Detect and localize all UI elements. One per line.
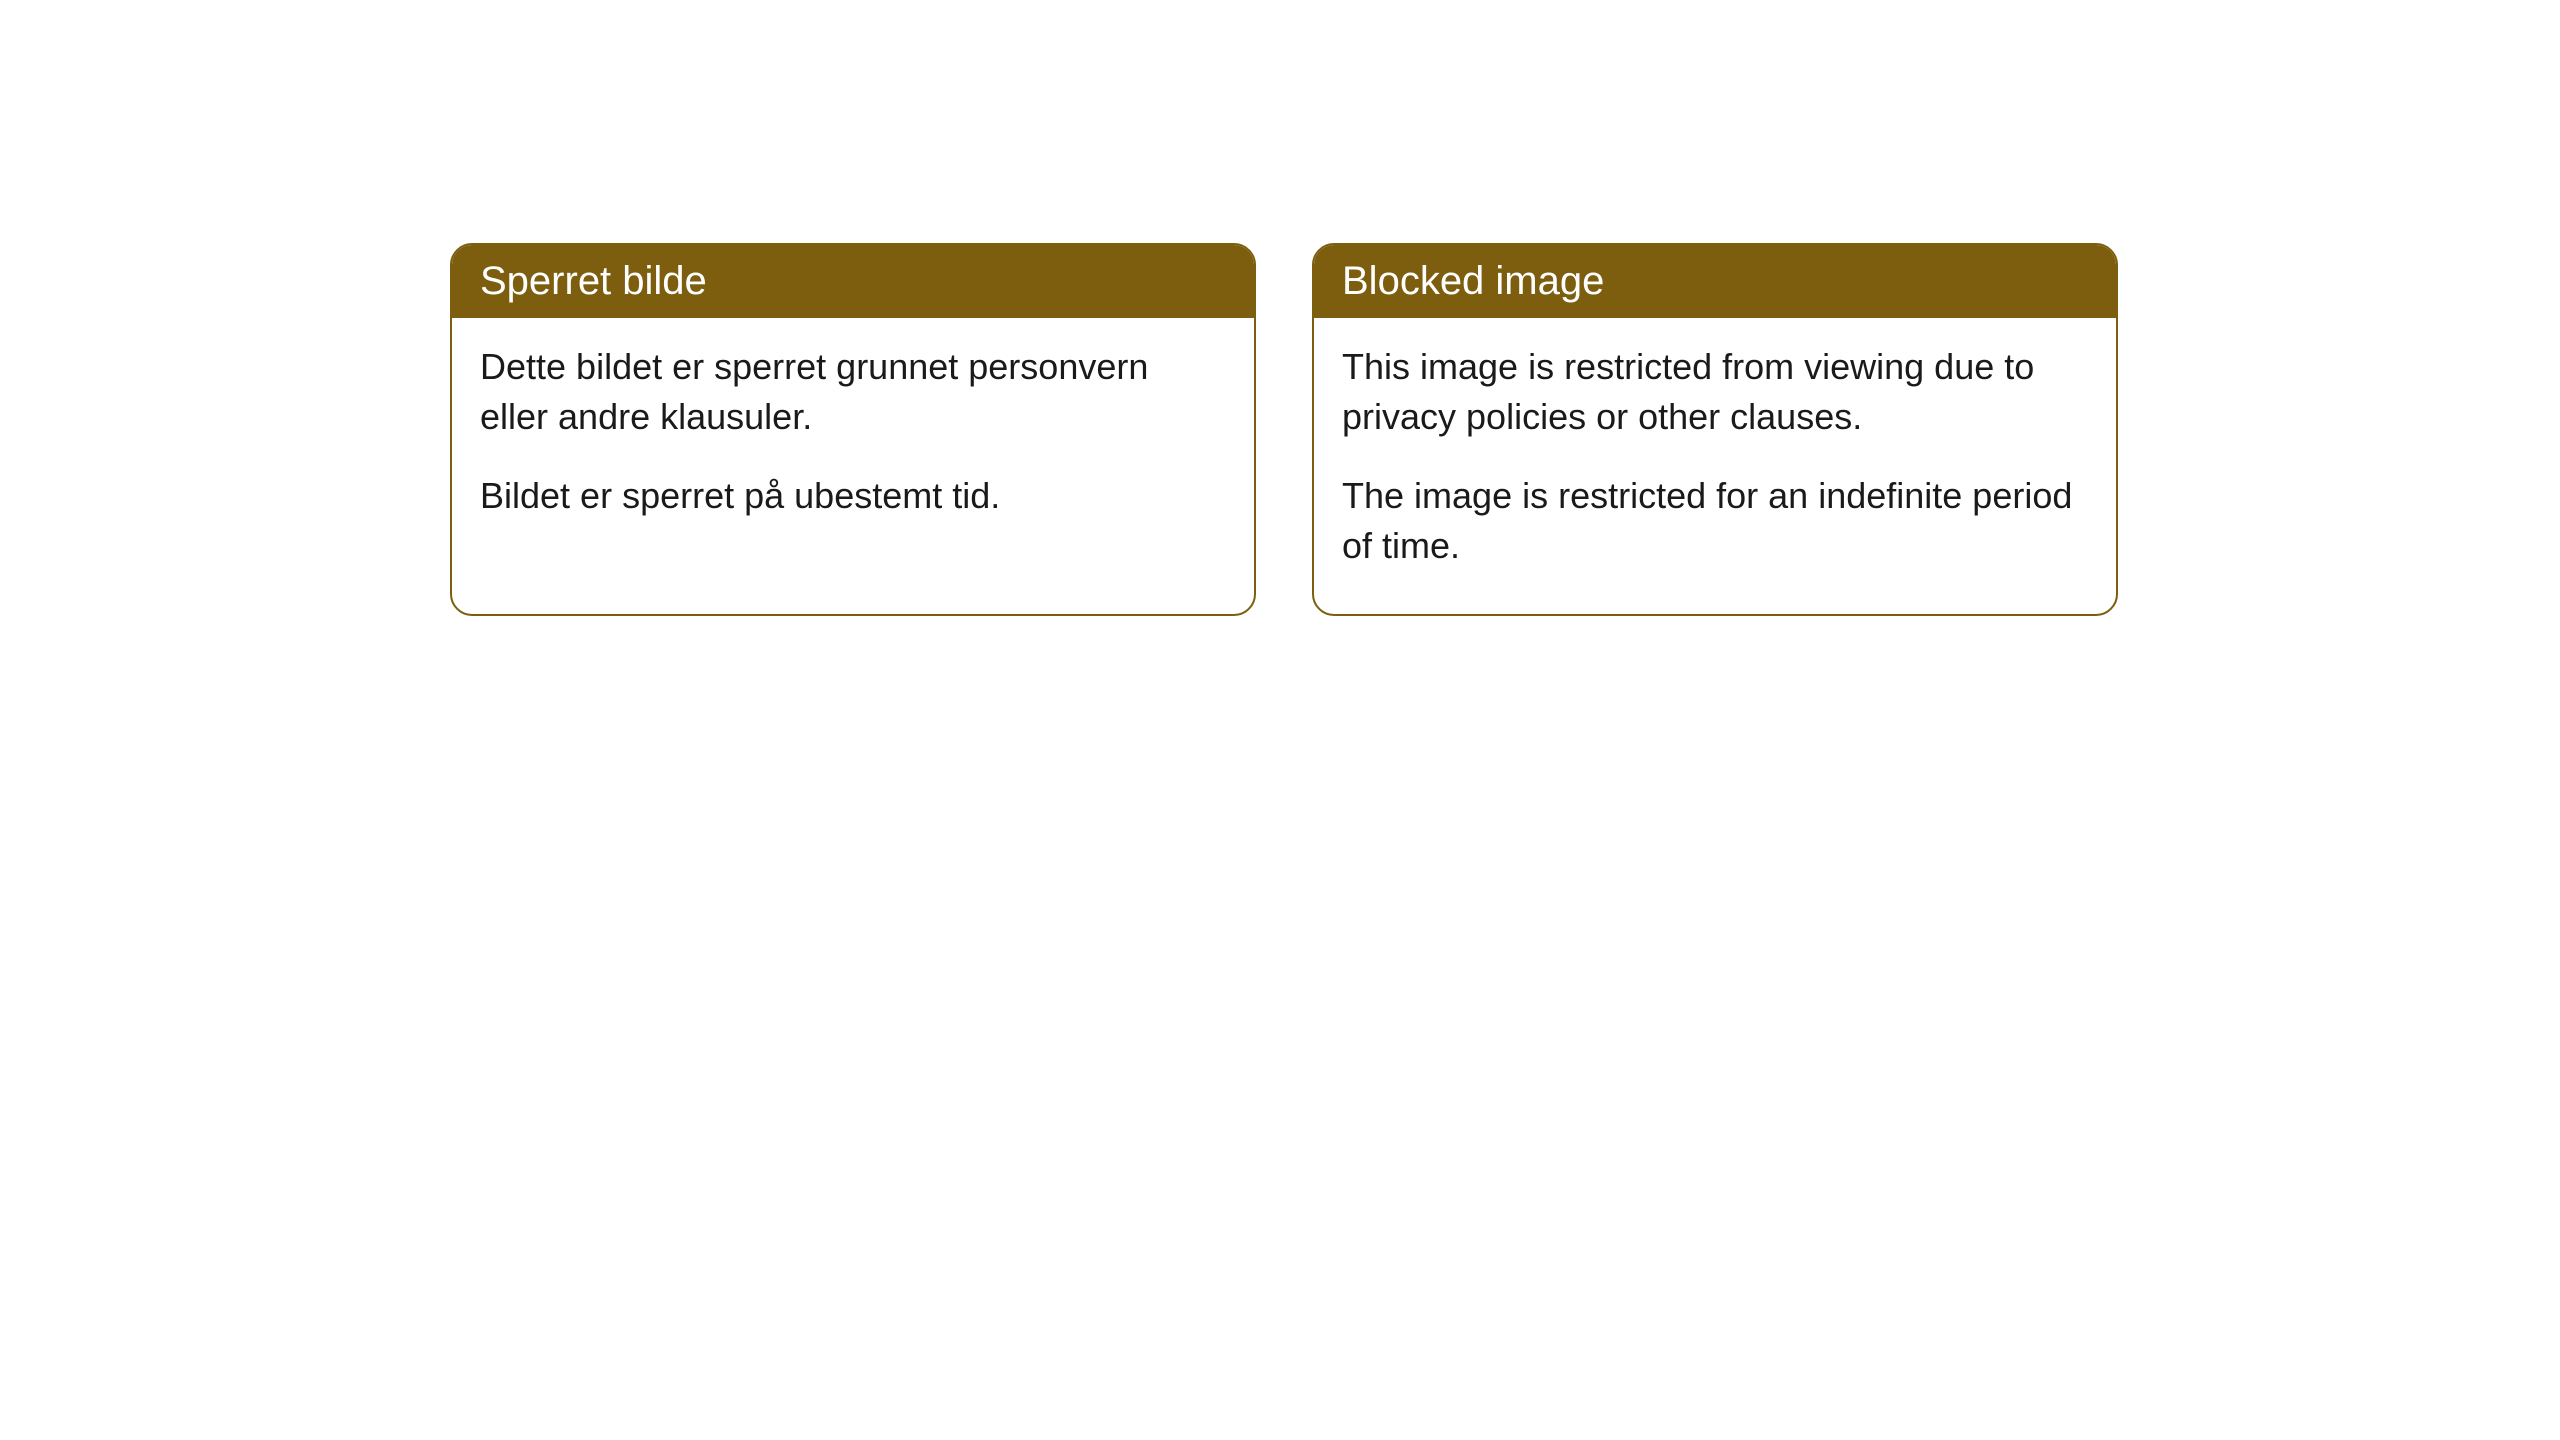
card-body-norwegian: Dette bildet er sperret grunnet personve… (452, 318, 1254, 563)
card-paragraph-1-english: This image is restricted from viewing du… (1342, 342, 2088, 443)
card-paragraph-2-norwegian: Bildet er sperret på ubestemt tid. (480, 471, 1226, 521)
card-header-norwegian: Sperret bilde (452, 245, 1254, 318)
card-english: Blocked image This image is restricted f… (1312, 243, 2118, 616)
card-norwegian: Sperret bilde Dette bildet er sperret gr… (450, 243, 1256, 616)
cards-container: Sperret bilde Dette bildet er sperret gr… (450, 243, 2118, 616)
card-header-english: Blocked image (1314, 245, 2116, 318)
card-body-english: This image is restricted from viewing du… (1314, 318, 2116, 614)
card-paragraph-1-norwegian: Dette bildet er sperret grunnet personve… (480, 342, 1226, 443)
card-paragraph-2-english: The image is restricted for an indefinit… (1342, 471, 2088, 572)
